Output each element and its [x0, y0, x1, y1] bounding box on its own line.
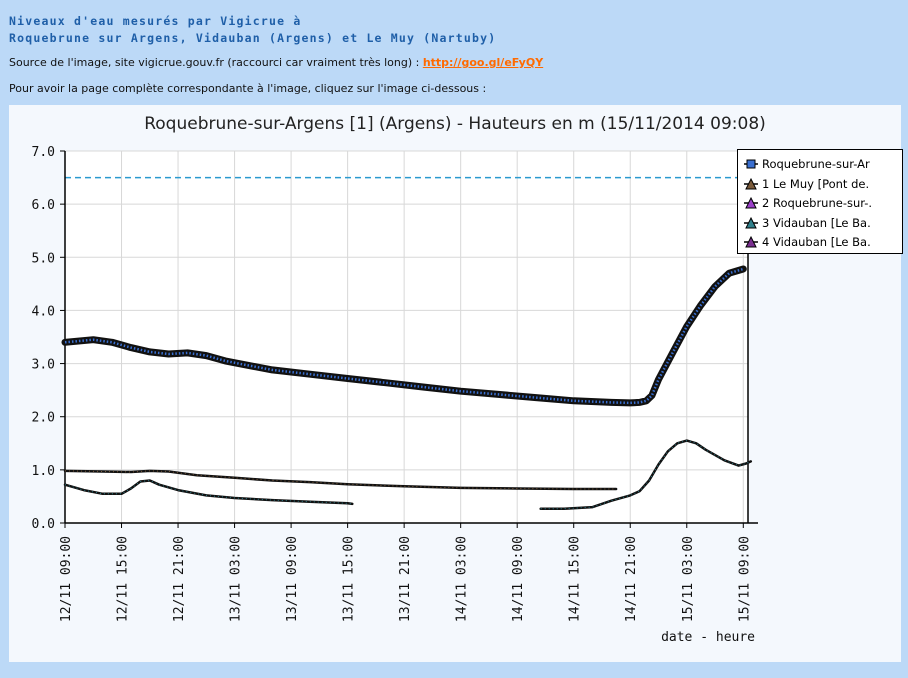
source-line: Source de l'image, site vigicrue.gouv.fr…: [9, 56, 543, 69]
legend-label: 2 Roquebrune-sur-.: [762, 196, 873, 210]
legend-item: 1 Le Muy [Pont de.: [738, 175, 902, 193]
water-level-chart: Roquebrune-sur-Argens [1] (Argens) - Hau…: [32, 114, 766, 645]
x-tick-label: 13/11 21:00: [398, 536, 413, 622]
series-line-main: [64, 267, 744, 405]
chart-legend: Roquebrune-sur-Ar 1 Le Muy [Pont de. 2 Roq…: [737, 149, 903, 254]
series-line-markers: [540, 440, 752, 510]
x-tick-label: 14/11 15:00: [568, 536, 583, 622]
legend-item: 4 Vidauban [Le Ba.: [738, 233, 902, 251]
x-tick-label: 13/11 03:00: [229, 536, 244, 622]
legend-item: 2 Roquebrune-sur-.: [738, 194, 902, 212]
x-tick-label: 12/11 15:00: [116, 536, 131, 622]
y-tick-label: 6.0: [32, 198, 55, 213]
legend-item: Roquebrune-sur-Ar: [738, 155, 902, 173]
y-tick-label: 1.0: [32, 464, 55, 479]
series-line-markers: [64, 470, 617, 490]
legend-item: 3 Vidauban [Le Ba.: [738, 214, 902, 232]
x-tick-label: 13/11 15:00: [342, 536, 357, 622]
x-tick-label: 14/11 03:00: [455, 536, 470, 622]
chart-image[interactable]: Roquebrune-sur-Argens [1] (Argens) - Hau…: [9, 105, 903, 662]
legend-marker-icon: [744, 197, 758, 209]
y-tick-label: 4.0: [32, 304, 55, 319]
source-text: Source de l'image, site vigicrue.gouv.fr…: [9, 56, 423, 69]
legend-label: Roquebrune-sur-Ar: [762, 157, 870, 171]
legend-label: 4 Vidauban [Le Ba.: [762, 235, 871, 249]
y-tick-label: 0.0: [32, 517, 55, 532]
source-link[interactable]: http://goo.gl/eFyQY: [422, 56, 544, 69]
x-tick-label: 15/11 03:00: [681, 536, 696, 622]
legend-marker-icon: [744, 159, 758, 169]
series-line: [63, 479, 354, 506]
legend-marker-icon: [744, 177, 758, 189]
y-tick-label: 2.0: [32, 411, 55, 426]
x-tick-label: 14/11 21:00: [624, 536, 639, 622]
plot-area: [65, 151, 748, 523]
instruction-text: Pour avoir la page complète correspondan…: [9, 82, 487, 95]
y-tick-label: 7.0: [32, 145, 55, 160]
heading-line-2: Roquebrune sur Argens, Vidauban (Argens)…: [9, 31, 497, 45]
y-tick-label: 5.0: [32, 251, 55, 266]
x-tick-label: 13/11 09:00: [285, 536, 300, 622]
chart-title: Roquebrune-sur-Argens [1] (Argens) - Hau…: [144, 114, 766, 134]
x-tick-label: 14/11 09:00: [511, 536, 526, 622]
x-axis-label: date - heure: [661, 630, 755, 645]
x-tick-label: 15/11 09:00: [737, 536, 752, 622]
y-tick-label: 3.0: [32, 358, 55, 373]
x-tick-label: 12/11 09:00: [59, 536, 74, 622]
x-tick-label: 12/11 21:00: [172, 536, 187, 622]
heading-line-1: Niveaux d'eau mesurés par Vigicrue à: [9, 14, 302, 28]
legend-label: 1 Le Muy [Pont de.: [762, 176, 870, 191]
legend-marker-icon: [744, 216, 758, 228]
legend-label: 3 Vidauban [Le Ba.: [762, 215, 871, 230]
legend-marker-icon: [744, 236, 758, 248]
page-heading: Niveaux d'eau mesurés par Vigicrue à Roq…: [9, 13, 496, 47]
